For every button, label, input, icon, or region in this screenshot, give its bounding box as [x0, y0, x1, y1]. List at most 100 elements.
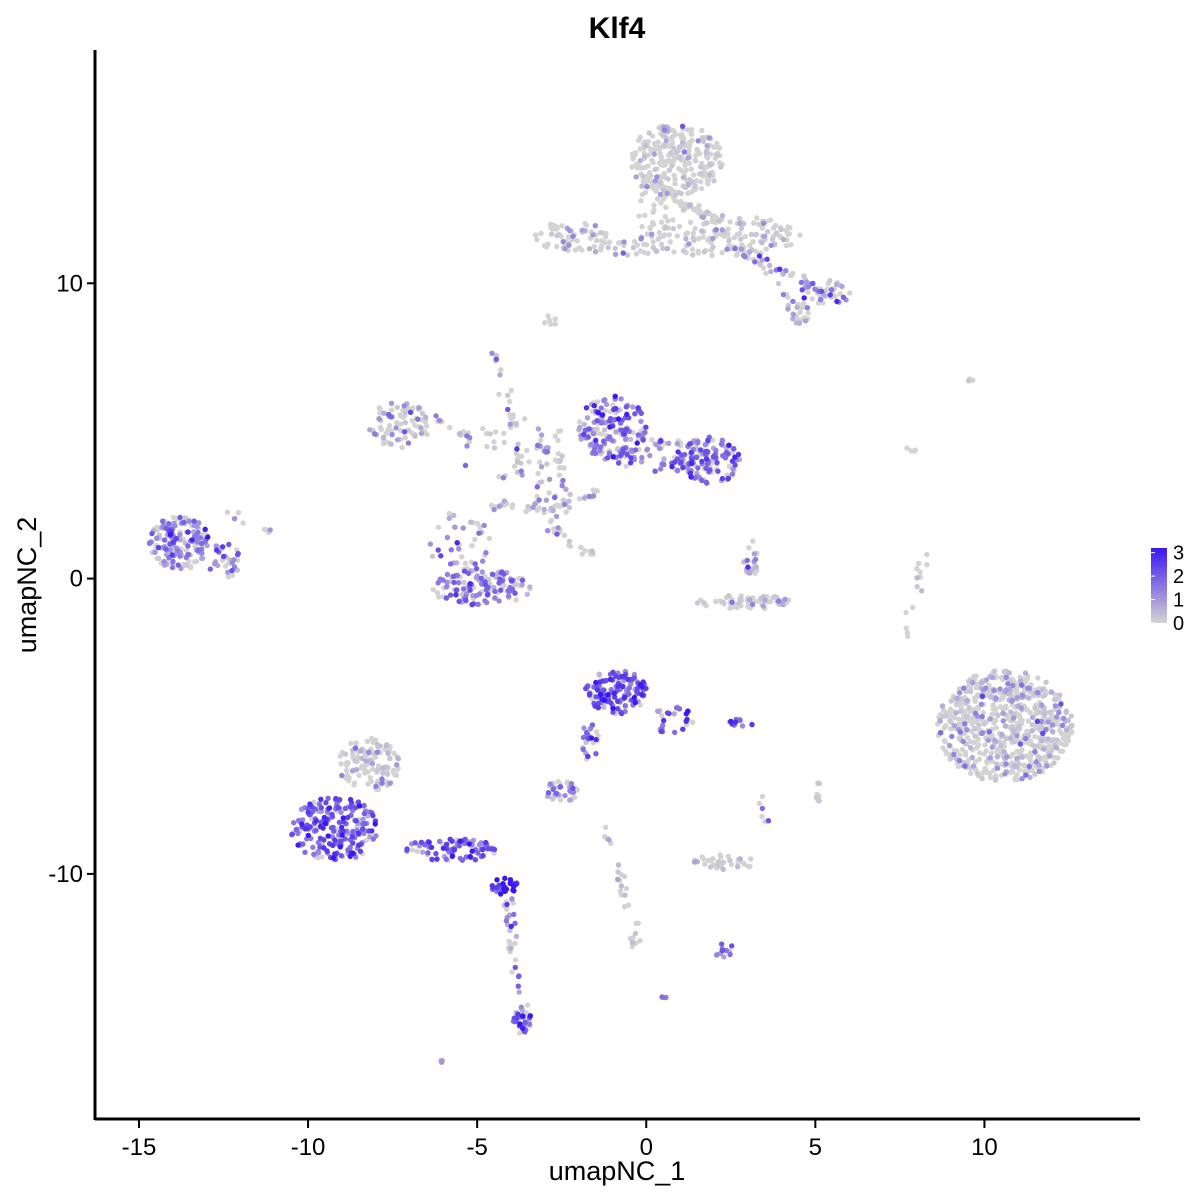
cell-point: [513, 597, 519, 603]
cell-point: [699, 127, 705, 134]
cell-point: [597, 444, 604, 450]
cell-point: [508, 578, 515, 584]
cell-point: [161, 537, 168, 543]
cell-point: [456, 431, 463, 437]
cell-point: [513, 421, 519, 427]
cell-point: [438, 553, 444, 559]
cell-point: [985, 737, 991, 743]
cell-point: [1032, 748, 1038, 755]
cell-point: [556, 465, 563, 471]
cell-point: [675, 147, 682, 154]
cell-point: [903, 609, 909, 616]
cell-point: [1029, 714, 1036, 721]
cell-point: [818, 288, 825, 295]
cell-point: [943, 750, 950, 757]
cell-point: [605, 692, 611, 698]
cell-point: [491, 439, 497, 445]
cell-point: [166, 521, 172, 527]
cell-point: [342, 751, 349, 757]
cell-point: [437, 838, 443, 845]
cell-point: [560, 477, 566, 484]
cell-point: [710, 235, 716, 242]
cell-point: [670, 145, 677, 151]
cell-point: [780, 291, 787, 298]
cell-point: [338, 761, 344, 767]
cell-point: [399, 444, 405, 451]
x-tick-label: -5: [466, 1134, 487, 1161]
cell-point: [402, 409, 408, 415]
cell-point: [612, 251, 619, 257]
cell-point: [747, 597, 753, 603]
cell-point: [318, 796, 324, 802]
cell-point: [979, 680, 985, 686]
cell-point: [783, 243, 790, 249]
legend-tick-label: 0: [1173, 613, 1184, 635]
cell-point: [1038, 718, 1044, 724]
cell-point: [401, 403, 407, 409]
cell-point: [577, 419, 583, 425]
cell-point: [299, 821, 305, 827]
cell-point: [372, 821, 378, 827]
cell-point: [385, 750, 391, 756]
cell-point: [637, 938, 643, 944]
cell-point: [510, 412, 516, 418]
cell-point: [746, 545, 752, 551]
cell-point: [1043, 726, 1049, 733]
cell-point: [429, 553, 436, 559]
cell-point: [433, 413, 439, 419]
cell-point: [782, 596, 788, 603]
cell-point: [780, 236, 787, 243]
cell-point: [759, 225, 765, 231]
cell-point: [444, 584, 450, 590]
cell-point: [629, 164, 635, 170]
cell-point: [981, 751, 987, 757]
cell-point: [685, 127, 691, 133]
cell-point: [651, 151, 657, 157]
cell-point: [1065, 738, 1072, 744]
cell-point: [397, 412, 403, 418]
cell-point: [220, 544, 226, 550]
cell-point: [205, 534, 211, 540]
cell-point: [692, 225, 698, 232]
cell-point: [598, 238, 604, 244]
cell-point: [464, 443, 470, 449]
cell-point: [598, 431, 604, 437]
cell-point: [1048, 689, 1055, 695]
cell-point: [381, 410, 387, 416]
cell-point: [979, 776, 985, 782]
cell-point: [630, 244, 637, 251]
cell-point: [513, 933, 520, 939]
cell-point: [688, 449, 694, 456]
cell-point: [527, 584, 533, 590]
cell-point: [664, 190, 670, 197]
cell-point: [610, 454, 616, 460]
cell-point: [367, 427, 373, 433]
cell-point: [632, 447, 639, 453]
cell-point: [485, 845, 491, 852]
cell-point: [634, 440, 640, 446]
cell-point: [212, 561, 218, 567]
cell-point: [630, 934, 636, 941]
cell-point: [708, 858, 714, 864]
cell-point: [574, 238, 580, 244]
cell-point: [667, 186, 674, 192]
cell-point: [160, 518, 166, 524]
cell-point: [638, 418, 644, 425]
cell-point: [289, 831, 296, 837]
cell-point: [711, 213, 717, 219]
cell-point: [351, 780, 358, 786]
cell-point: [336, 819, 343, 826]
cell-point: [810, 280, 816, 287]
cell-point: [737, 220, 743, 226]
cell-point: [678, 190, 684, 197]
cell-point: [727, 857, 733, 864]
cell-point: [430, 586, 436, 593]
cell-point: [472, 857, 479, 863]
cell-point: [652, 247, 659, 254]
chart-title: Klf4: [589, 12, 646, 45]
cell-point: [191, 518, 197, 524]
cell-point: [711, 178, 717, 184]
cell-point: [620, 250, 626, 256]
cell-point: [593, 237, 600, 244]
cell-point: [537, 459, 543, 465]
